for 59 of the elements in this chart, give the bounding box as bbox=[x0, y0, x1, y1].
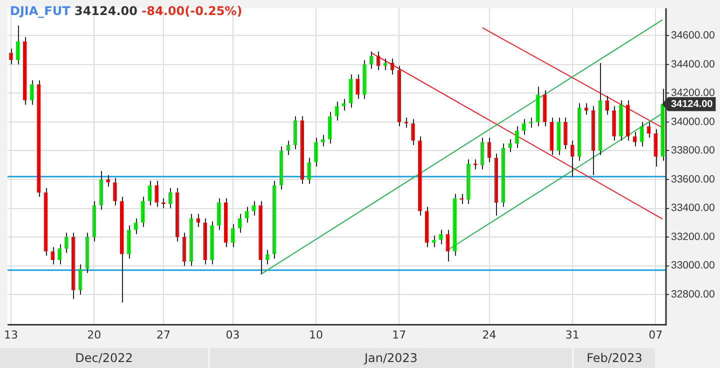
candlestick bbox=[612, 106, 616, 142]
y-tick-label: 34400.00 bbox=[671, 58, 715, 70]
candlestick bbox=[376, 50, 380, 71]
text: Jan/2023 bbox=[210, 348, 572, 368]
y-tick-label: 34600.00 bbox=[671, 30, 715, 42]
x-tick-label: 13 bbox=[4, 328, 18, 342]
x-tick-label: 20 bbox=[87, 328, 102, 342]
candlestick bbox=[168, 188, 172, 209]
candlestick bbox=[564, 117, 568, 150]
candlestick bbox=[370, 50, 374, 70]
x-tick-label: 17 bbox=[392, 328, 406, 342]
candlestick bbox=[522, 118, 526, 136]
y-tick-label: 34000.00 bbox=[671, 116, 715, 128]
text: 34124.00 bbox=[671, 98, 714, 110]
candlestick bbox=[314, 137, 318, 168]
candlestick bbox=[605, 96, 609, 116]
x-tick-label: 10 bbox=[308, 328, 323, 342]
x-tick-label: 31 bbox=[565, 328, 580, 342]
chart-title: DJIA_FUT bbox=[10, 4, 72, 18]
candlestick bbox=[515, 126, 519, 148]
y-tick-label: 34200.00 bbox=[671, 87, 715, 100]
x-tick-label: 27 bbox=[156, 328, 170, 342]
candlestick bbox=[356, 74, 360, 100]
candlestick bbox=[252, 200, 256, 216]
y-tick-label: 33200.00 bbox=[671, 230, 715, 243]
annotation: 34124.00 bbox=[74, 4, 138, 18]
candlestick bbox=[99, 170, 104, 210]
candlestick bbox=[9, 48, 13, 65]
y-tick-label: 33400.00 bbox=[671, 202, 715, 214]
text: Feb/2023 bbox=[574, 348, 655, 368]
annotation: -84.00(-0.25%) bbox=[142, 4, 242, 18]
candlestick bbox=[58, 244, 62, 265]
candlestick bbox=[307, 157, 311, 184]
x-tick-label: 07 bbox=[648, 328, 663, 342]
candlestick bbox=[411, 118, 415, 146]
candlestick bbox=[432, 235, 436, 248]
candlestick bbox=[113, 178, 117, 206]
candlestick bbox=[16, 25, 20, 65]
x-tick-label: 24 bbox=[482, 328, 496, 342]
candlestick bbox=[321, 134, 325, 147]
candlestick bbox=[50, 246, 54, 265]
text: Dec/2022 bbox=[0, 348, 208, 368]
candlestick bbox=[584, 102, 588, 116]
candlestick bbox=[383, 58, 388, 71]
candlestick bbox=[106, 174, 110, 188]
candlestick bbox=[64, 232, 68, 254]
y-tick-label: 32800.00 bbox=[671, 288, 715, 300]
candlestick bbox=[508, 138, 512, 153]
candlestick bbox=[266, 249, 270, 265]
candlestick bbox=[196, 214, 200, 228]
candlestick bbox=[217, 198, 221, 230]
y-tick-label: 33600.00 bbox=[671, 173, 715, 186]
y-tick-label: 33800.00 bbox=[671, 144, 715, 157]
candlestick bbox=[570, 140, 574, 178]
y-tick-label: 33000.00 bbox=[671, 260, 715, 272]
candlestick bbox=[148, 180, 152, 206]
candlestick bbox=[654, 128, 658, 168]
candlestick bbox=[154, 180, 158, 208]
x-tick-label: 03 bbox=[226, 328, 240, 342]
